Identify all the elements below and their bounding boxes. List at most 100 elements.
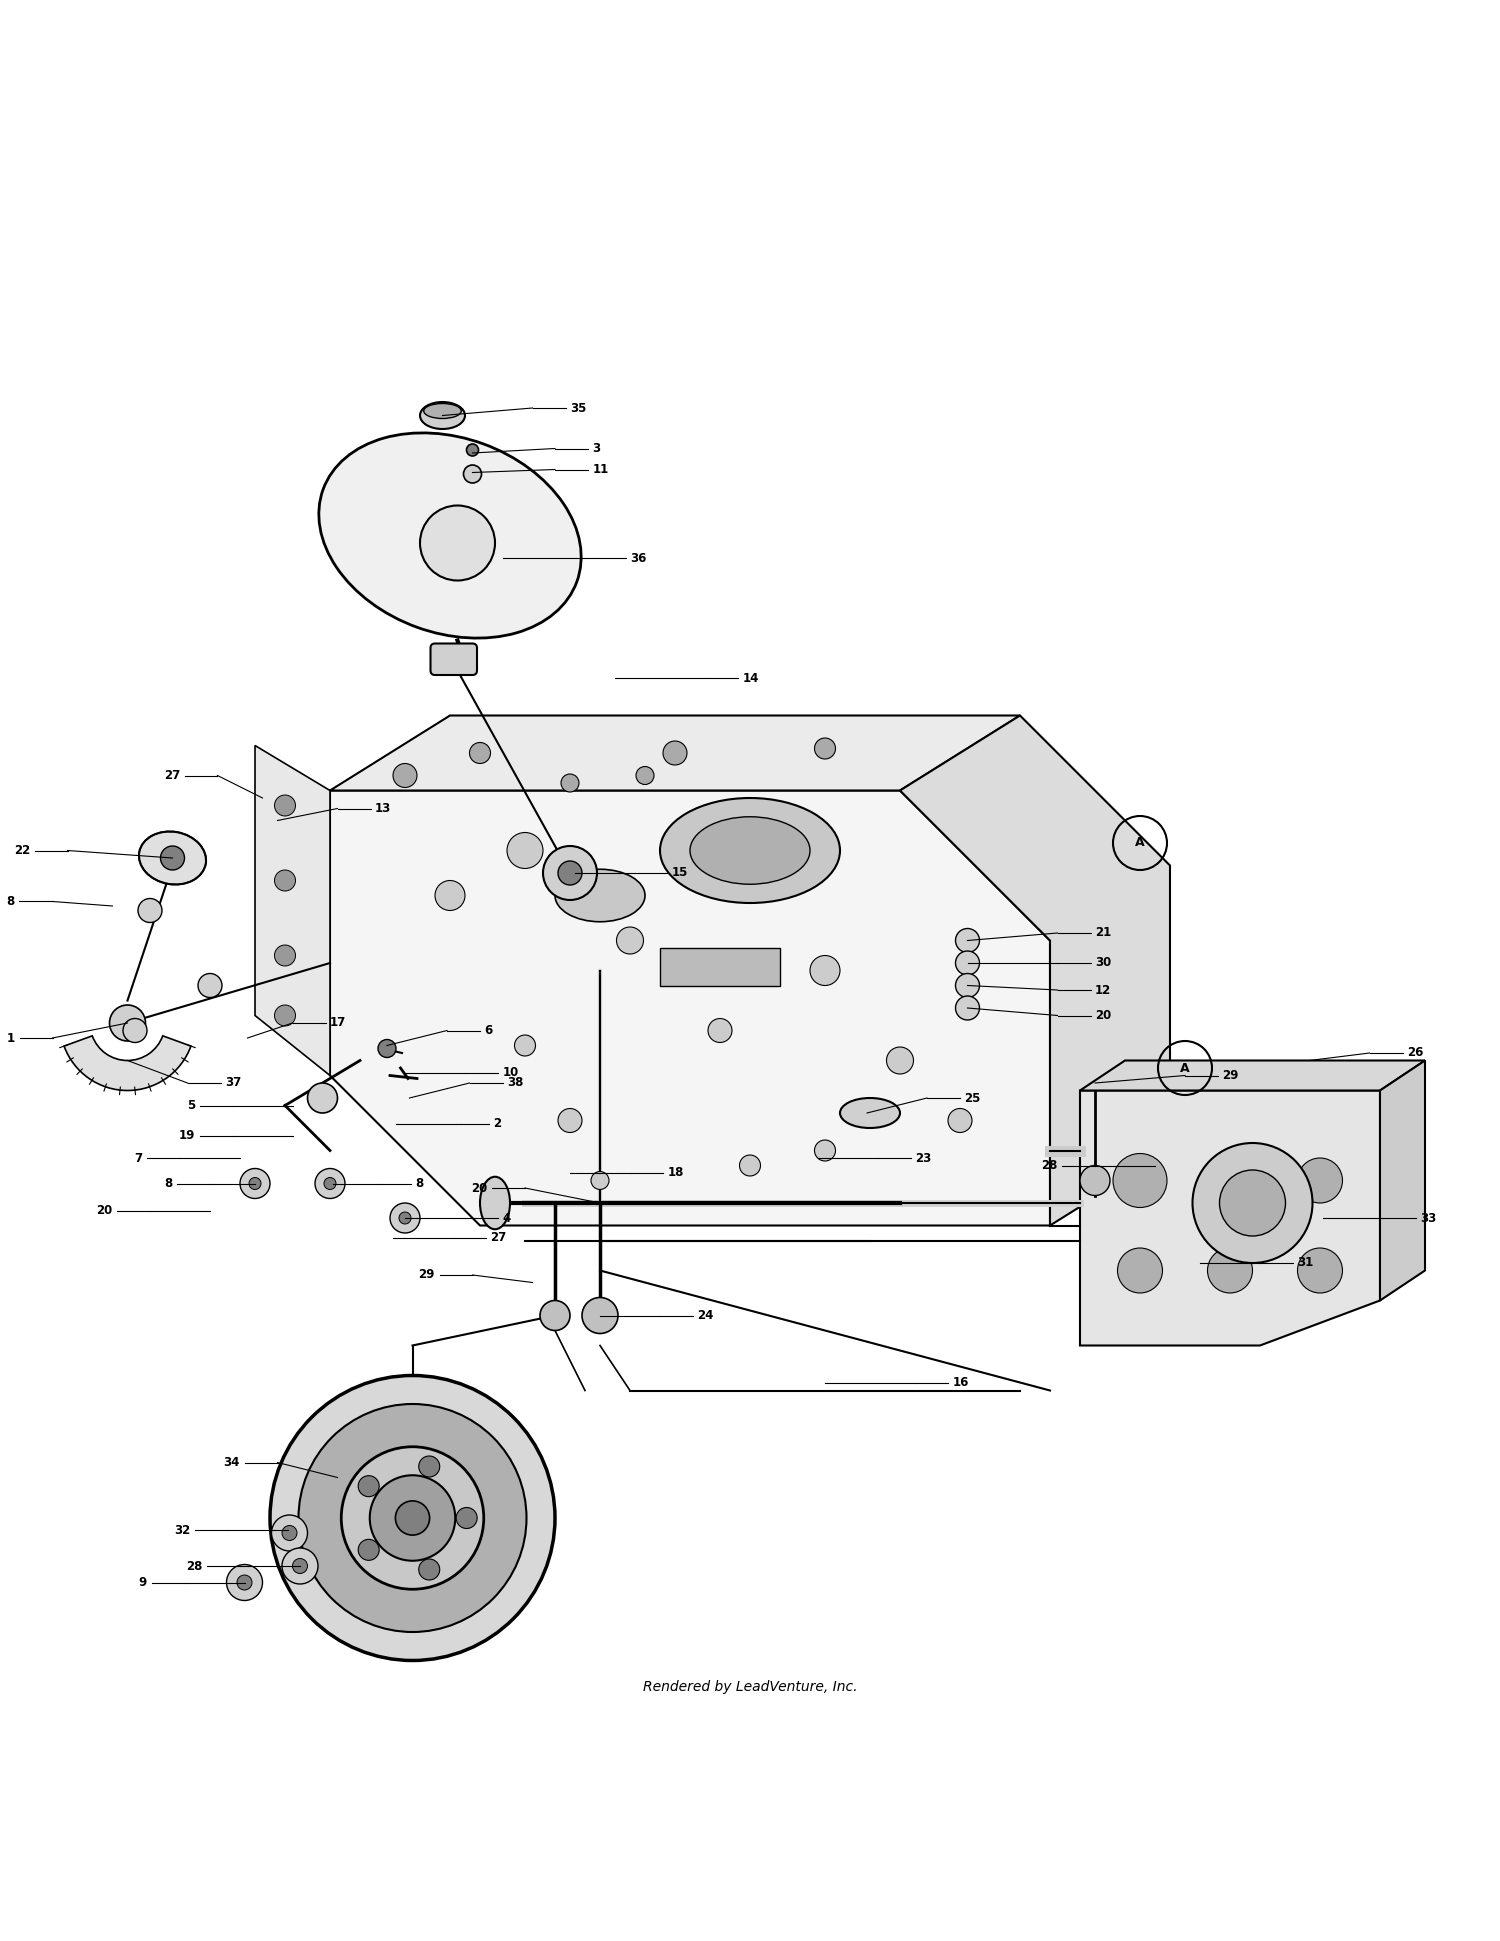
Text: 26: 26	[1407, 1046, 1424, 1060]
Circle shape	[1298, 1159, 1342, 1203]
Text: 31: 31	[1298, 1256, 1314, 1269]
Ellipse shape	[660, 798, 840, 903]
Circle shape	[342, 1446, 483, 1590]
Text: A: A	[1136, 837, 1144, 850]
Circle shape	[956, 974, 980, 998]
Circle shape	[1208, 1159, 1252, 1203]
Circle shape	[240, 1168, 270, 1198]
FancyBboxPatch shape	[430, 644, 477, 675]
Ellipse shape	[690, 817, 810, 885]
Text: 27: 27	[490, 1231, 507, 1244]
Circle shape	[282, 1526, 297, 1541]
Circle shape	[358, 1539, 380, 1561]
Text: 11: 11	[592, 464, 609, 476]
Bar	[660, 947, 780, 986]
Circle shape	[956, 996, 980, 1021]
Circle shape	[123, 1019, 147, 1042]
Text: 21: 21	[1095, 926, 1112, 939]
Text: 7: 7	[135, 1151, 142, 1165]
Circle shape	[1080, 1165, 1110, 1196]
Circle shape	[419, 1456, 440, 1477]
Text: 2: 2	[494, 1116, 501, 1130]
Circle shape	[956, 928, 980, 953]
Text: 38: 38	[507, 1077, 524, 1089]
Circle shape	[1118, 1248, 1162, 1293]
Circle shape	[815, 1139, 836, 1161]
Circle shape	[378, 1040, 396, 1058]
Circle shape	[514, 1035, 535, 1056]
Circle shape	[298, 1403, 526, 1632]
Circle shape	[815, 738, 836, 759]
Polygon shape	[255, 745, 330, 1075]
Text: 20: 20	[96, 1203, 112, 1217]
Circle shape	[226, 1564, 262, 1601]
Circle shape	[396, 1500, 429, 1535]
Text: 27: 27	[164, 769, 180, 782]
Text: 13: 13	[375, 802, 392, 815]
Circle shape	[1113, 1153, 1167, 1207]
Polygon shape	[1080, 1091, 1380, 1345]
Ellipse shape	[480, 1176, 510, 1229]
Text: 20: 20	[471, 1182, 488, 1194]
Ellipse shape	[140, 831, 206, 885]
Circle shape	[456, 1508, 477, 1528]
Circle shape	[948, 1108, 972, 1132]
Circle shape	[435, 881, 465, 910]
Text: 28: 28	[186, 1559, 202, 1572]
Circle shape	[543, 846, 597, 901]
Text: 18: 18	[668, 1167, 684, 1180]
Text: 20: 20	[1095, 1009, 1112, 1023]
Text: 23: 23	[915, 1151, 932, 1165]
Circle shape	[636, 767, 654, 784]
Text: 8: 8	[165, 1176, 172, 1190]
Circle shape	[616, 928, 644, 953]
Circle shape	[540, 1300, 570, 1330]
Circle shape	[138, 899, 162, 922]
Circle shape	[270, 1376, 555, 1660]
Text: LEADVENTURE: LEADVENTURE	[512, 941, 988, 1000]
Circle shape	[315, 1168, 345, 1198]
Text: 25: 25	[964, 1091, 981, 1104]
Circle shape	[464, 466, 482, 483]
Ellipse shape	[840, 1099, 900, 1128]
Circle shape	[308, 1083, 338, 1112]
Circle shape	[274, 870, 296, 891]
Text: 28: 28	[1041, 1159, 1058, 1172]
Text: 22: 22	[13, 844, 30, 858]
Circle shape	[582, 1297, 618, 1333]
Circle shape	[558, 862, 582, 885]
Ellipse shape	[420, 402, 465, 429]
Circle shape	[1192, 1143, 1312, 1264]
Text: 19: 19	[178, 1130, 195, 1141]
Text: 14: 14	[742, 672, 759, 685]
Text: 16: 16	[952, 1376, 969, 1390]
Circle shape	[393, 763, 417, 788]
Circle shape	[956, 951, 980, 974]
Text: 29: 29	[419, 1269, 435, 1281]
Polygon shape	[330, 790, 1050, 1225]
Circle shape	[663, 741, 687, 765]
Circle shape	[470, 743, 490, 763]
Text: 32: 32	[174, 1524, 190, 1537]
Text: 34: 34	[224, 1456, 240, 1469]
Circle shape	[810, 955, 840, 986]
Circle shape	[591, 1172, 609, 1190]
Text: 30: 30	[1095, 957, 1112, 969]
Text: 33: 33	[1420, 1211, 1437, 1225]
Circle shape	[198, 974, 222, 998]
Circle shape	[274, 945, 296, 967]
Ellipse shape	[555, 870, 645, 922]
Circle shape	[292, 1559, 308, 1574]
Circle shape	[324, 1178, 336, 1190]
Text: 8: 8	[6, 895, 15, 908]
Text: 24: 24	[698, 1308, 714, 1322]
Text: 4: 4	[503, 1211, 510, 1225]
Circle shape	[561, 774, 579, 792]
Circle shape	[399, 1211, 411, 1225]
Circle shape	[358, 1475, 380, 1497]
Circle shape	[740, 1155, 760, 1176]
Circle shape	[708, 1019, 732, 1042]
Text: 29: 29	[1222, 1069, 1239, 1081]
Text: 15: 15	[672, 866, 688, 879]
Text: 1: 1	[8, 1031, 15, 1044]
